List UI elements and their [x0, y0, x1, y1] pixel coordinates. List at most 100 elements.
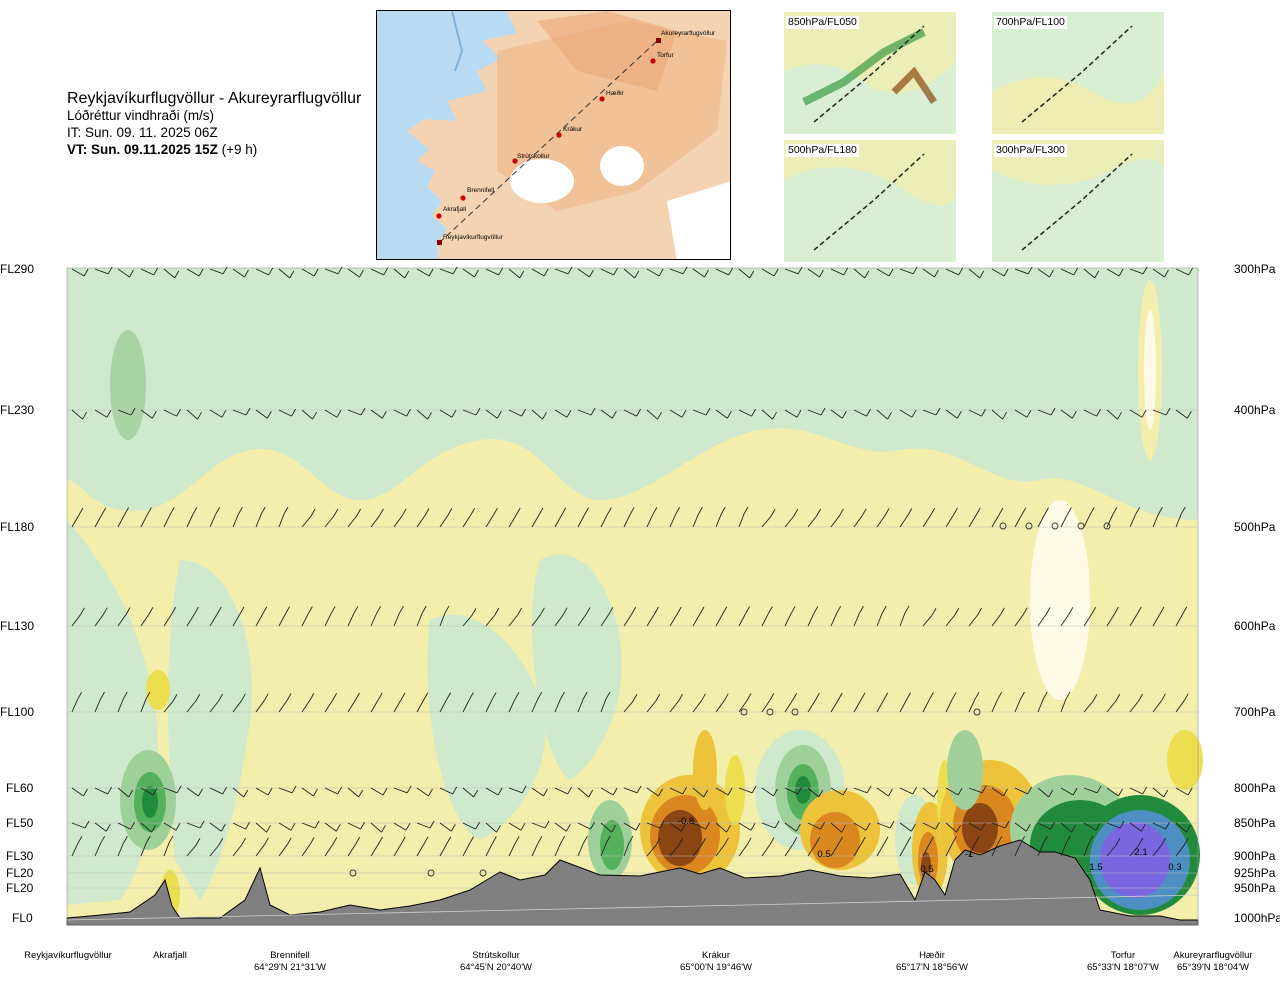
wind-barb	[347, 837, 361, 857]
flight-level-tick-label: FL20	[6, 881, 34, 895]
wind-barb	[554, 507, 567, 528]
contour-blob	[146, 670, 170, 710]
wind-barb	[255, 506, 266, 528]
wind-barb	[117, 821, 135, 830]
wind-barb	[876, 787, 893, 797]
wind-barb	[968, 692, 980, 713]
wind-barb	[646, 409, 662, 420]
wind-barb	[784, 693, 798, 713]
wind-barb	[278, 822, 296, 831]
wind-barb	[1037, 787, 1054, 798]
wind-barb	[623, 507, 635, 528]
wind-barb	[853, 822, 871, 831]
wind-barb	[1014, 507, 1027, 528]
calm-wind-marker	[1103, 522, 1111, 530]
wind-barb	[370, 508, 384, 528]
location-name: Hæðir	[919, 950, 945, 961]
wind-barb	[117, 607, 131, 627]
wind-barb	[508, 836, 520, 857]
wind-barb	[738, 785, 757, 794]
wind-barb	[186, 787, 203, 797]
wind-barb	[876, 268, 894, 277]
contour-blob	[1100, 822, 1170, 898]
wind-barb	[370, 822, 386, 833]
wind-barb	[462, 836, 474, 857]
wind-barb	[1014, 786, 1033, 795]
wind-barb	[531, 507, 544, 528]
wind-barb	[830, 822, 846, 833]
wind-barb	[945, 822, 961, 833]
wind-barb	[209, 409, 227, 418]
wind-barb	[853, 408, 871, 417]
wind-barb	[899, 605, 910, 627]
wind-barb	[715, 837, 729, 857]
wind-barb	[830, 836, 843, 857]
wind-barb	[1014, 607, 1028, 627]
wind-barb	[692, 693, 706, 713]
wind-barb	[623, 835, 634, 857]
contour-blob	[725, 755, 745, 825]
wind-barb	[94, 786, 113, 795]
wind-barb	[508, 507, 521, 528]
wind-barb	[1014, 822, 1031, 832]
wind-barb	[232, 506, 243, 528]
wind-barb	[416, 836, 429, 857]
wind-barb	[646, 838, 661, 857]
wind-barb	[370, 267, 389, 276]
svg-text:Akureyrarflugvöllur: Akureyrarflugvöllur	[661, 30, 716, 37]
location-label: Reykjavíkurflugvöllur	[8, 950, 128, 962]
wind-barb	[163, 785, 182, 794]
wind-barb	[715, 787, 733, 796]
wind-barb	[738, 837, 752, 857]
wind-barb	[140, 822, 156, 833]
wind-barb	[761, 787, 778, 797]
wind-barb	[1106, 606, 1119, 627]
wind-barb	[416, 409, 432, 420]
wind-barb	[485, 409, 502, 419]
wind-barb	[232, 693, 246, 713]
wind-barb	[692, 506, 703, 528]
wind-barb	[1037, 507, 1049, 528]
svg-text:Torfur: Torfur	[657, 52, 674, 59]
wind-barb	[117, 787, 134, 798]
wind-barb	[416, 787, 433, 797]
wind-barb	[324, 693, 338, 713]
wind-barb	[71, 409, 87, 420]
wind-barb	[669, 837, 684, 857]
wind-barb	[209, 606, 222, 627]
wind-barb	[784, 822, 801, 832]
wind-barb	[623, 694, 638, 713]
wind-barb	[1175, 606, 1188, 627]
wind-barb	[324, 837, 338, 857]
wind-barb	[991, 836, 1003, 857]
contour-value-label: 1.5	[1089, 862, 1102, 873]
wind-barb	[554, 822, 571, 832]
wind-barb	[784, 786, 803, 795]
wind-barb	[1083, 785, 1102, 794]
svg-text:Strútskollur: Strútskollur	[517, 153, 550, 160]
wind-barb	[117, 507, 129, 528]
wind-barb	[209, 822, 226, 832]
contour-value-label: 0.5	[920, 864, 933, 875]
wind-barb	[577, 691, 588, 713]
flight-level-tick-label: FL50	[6, 816, 34, 830]
wind-barb	[1152, 837, 1167, 857]
wind-barb	[1014, 835, 1026, 857]
calm-wind-marker	[740, 708, 748, 716]
initial-time: IT: Sun. 09. 11. 2025 06Z	[67, 125, 218, 140]
flight-level-tick-label: FL130	[0, 619, 35, 633]
wind-barb	[347, 692, 360, 713]
calm-wind-marker	[1077, 522, 1085, 530]
wind-barb	[186, 693, 201, 713]
wind-barb	[393, 268, 410, 279]
wind-barb	[577, 821, 595, 830]
wind-barb	[186, 268, 204, 277]
wind-barb	[1083, 507, 1095, 528]
wind-barb	[531, 409, 547, 420]
wind-barb	[738, 506, 749, 528]
wind-barb	[830, 692, 843, 713]
wind-barb	[738, 408, 756, 417]
wind-barb	[1175, 837, 1189, 857]
route-map: Akureyrarflugvöllur Torfur Hæðir Krákur …	[376, 10, 731, 260]
wind-barb	[71, 691, 83, 713]
